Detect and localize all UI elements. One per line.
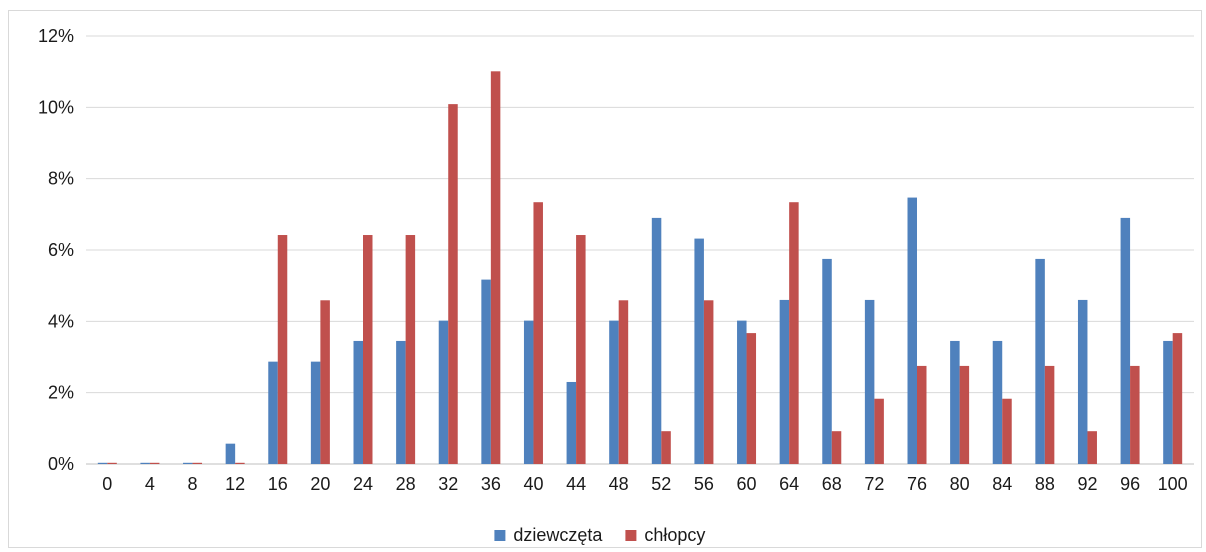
x-tick-label: 80 <box>950 474 970 494</box>
bar-series-2 <box>917 365 927 464</box>
y-tick-label: 12% <box>38 26 74 46</box>
bar-series-1 <box>225 443 236 464</box>
bar-series-1 <box>609 320 619 464</box>
bar-series-2 <box>277 235 288 464</box>
bar-series-2 <box>405 235 416 464</box>
bar-series-1 <box>566 381 577 464</box>
x-tick-label: 52 <box>651 474 671 494</box>
bar-series-1 <box>950 340 960 464</box>
bar-series-1 <box>438 320 449 464</box>
bar-series-1 <box>481 279 491 464</box>
legend-label: dziewczęta <box>513 525 603 545</box>
bar-series-1 <box>694 238 704 464</box>
x-tick-label: 28 <box>396 474 416 494</box>
bar-series-2 <box>746 333 757 464</box>
bar-series-2 <box>1002 398 1012 464</box>
x-tick-label: 0 <box>102 474 112 494</box>
bar-series-2 <box>1044 365 1055 464</box>
x-tick-label: 60 <box>737 474 757 494</box>
bar-series-2 <box>448 104 458 465</box>
bar-series-2 <box>1130 365 1140 464</box>
bar-series-2 <box>831 431 842 464</box>
bar-series-1 <box>140 462 150 464</box>
x-tick-label: 68 <box>822 474 842 494</box>
bar-series-2 <box>192 462 203 464</box>
bar-series-2 <box>363 235 373 464</box>
bar-series-1 <box>523 320 534 464</box>
legend-label: chłopcy <box>644 525 705 545</box>
bar-series-1 <box>864 299 875 464</box>
bar-series-2 <box>959 365 970 464</box>
bar-series-1 <box>310 361 321 464</box>
bar-series-1 <box>651 217 662 464</box>
bar-series-2 <box>533 202 543 464</box>
y-axis-ticks: 0% 2% 4% 6% 8% 10% 12% <box>38 26 74 474</box>
x-tick-label: 20 <box>310 474 330 494</box>
bar-series-2 <box>661 431 671 464</box>
bar-series-1 <box>268 361 278 464</box>
bar-series-1 <box>1163 340 1173 464</box>
bar-series-1 <box>737 320 747 464</box>
x-tick-label: 64 <box>779 474 799 494</box>
gridlines <box>86 35 1194 465</box>
bars <box>97 71 1183 465</box>
bar-series-1 <box>396 340 406 464</box>
bar-series-2 <box>874 398 884 464</box>
x-tick-label: 44 <box>566 474 586 494</box>
x-tick-label: 88 <box>1035 474 1055 494</box>
x-tick-label: 32 <box>438 474 458 494</box>
bar-series-2 <box>320 300 330 464</box>
bar-series-1 <box>907 197 917 464</box>
bar-series-1 <box>97 462 108 464</box>
x-tick-label: 36 <box>481 474 501 494</box>
y-tick-label: 6% <box>48 240 74 260</box>
bar-series-2 <box>576 235 586 464</box>
x-tick-label: 4 <box>145 474 155 494</box>
bar-series-2 <box>149 462 160 464</box>
x-tick-label: 84 <box>992 474 1012 494</box>
x-tick-label: 96 <box>1120 474 1140 494</box>
bar-series-1 <box>353 340 363 464</box>
bar-series-2 <box>1172 333 1183 464</box>
bar-series-1 <box>779 299 790 464</box>
bar-series-2 <box>1087 431 1097 464</box>
bar-series-2 <box>107 462 117 464</box>
bar-series-2 <box>490 71 501 464</box>
y-tick-label: 10% <box>38 97 74 117</box>
legend: dziewczęta chłopcy <box>494 525 705 545</box>
y-tick-label: 2% <box>48 383 74 403</box>
bar-series-1 <box>183 462 193 464</box>
x-tick-label: 76 <box>907 474 927 494</box>
bar-series-2 <box>789 202 799 464</box>
bar-series-1 <box>822 258 832 464</box>
x-tick-label: 24 <box>353 474 373 494</box>
bar-series-2 <box>703 300 714 464</box>
bar-series-1 <box>1077 299 1088 464</box>
x-axis-ticks: 0 4 8 12 16 20 24 28 32 36 40 44 48 52 56 60 64 68 72 76 80 8… <box>102 474 1187 494</box>
x-tick-label: 16 <box>268 474 288 494</box>
bar-series-2 <box>235 462 245 464</box>
x-tick-label: 92 <box>1077 474 1097 494</box>
bar-series-1 <box>1035 258 1045 464</box>
x-tick-label: 56 <box>694 474 714 494</box>
x-tick-label: 40 <box>523 474 543 494</box>
y-tick-label: 0% <box>48 454 74 474</box>
y-tick-label: 8% <box>48 169 74 189</box>
legend-swatch <box>625 530 637 541</box>
legend-swatch <box>494 530 506 541</box>
x-tick-label: 72 <box>864 474 884 494</box>
x-tick-label: 48 <box>609 474 629 494</box>
y-tick-label: 4% <box>48 311 74 331</box>
bar-series-2 <box>618 300 629 464</box>
x-tick-label: 12 <box>225 474 245 494</box>
bar-series-1 <box>992 340 1003 464</box>
x-tick-label: 100 <box>1158 474 1188 494</box>
bar-series-1 <box>1120 217 1131 464</box>
x-tick-label: 8 <box>188 474 198 494</box>
